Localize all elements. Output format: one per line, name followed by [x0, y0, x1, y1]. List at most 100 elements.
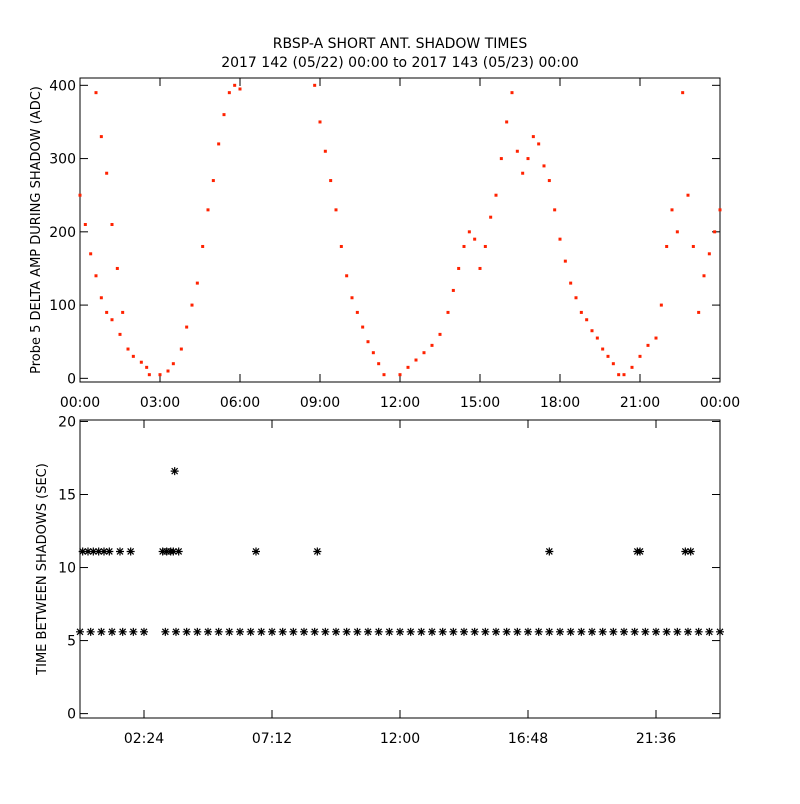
point — [705, 627, 714, 636]
point — [702, 274, 706, 278]
point — [521, 171, 525, 175]
point — [222, 113, 226, 117]
point — [342, 627, 351, 636]
x-tick-label: 07:12 — [252, 731, 292, 747]
point — [563, 259, 567, 263]
point — [126, 347, 130, 351]
point — [206, 208, 210, 212]
point — [662, 627, 671, 636]
point — [350, 296, 354, 300]
point — [684, 627, 692, 636]
point — [446, 310, 450, 314]
point — [492, 627, 500, 636]
point — [131, 354, 135, 358]
point — [534, 627, 543, 636]
point — [86, 627, 95, 636]
point — [526, 157, 530, 161]
point — [588, 627, 596, 636]
chart-subtitle: 2017 142 (05/22) 00:00 to 2017 143 (05/2… — [221, 55, 579, 71]
point — [118, 627, 127, 636]
point — [334, 208, 338, 212]
point — [140, 627, 148, 636]
point — [630, 365, 634, 369]
point — [371, 351, 375, 355]
point — [515, 149, 519, 153]
point — [257, 627, 266, 636]
point — [278, 627, 287, 636]
point — [697, 310, 701, 314]
point — [460, 627, 468, 636]
point — [105, 547, 114, 556]
point — [406, 365, 410, 369]
point — [430, 343, 434, 347]
point — [537, 142, 541, 146]
point — [310, 627, 319, 636]
point — [499, 157, 503, 161]
point — [179, 347, 183, 351]
point — [686, 547, 695, 556]
point — [236, 627, 244, 636]
point — [473, 237, 477, 241]
point — [670, 208, 674, 212]
point — [313, 547, 322, 556]
point — [462, 244, 466, 248]
point — [227, 91, 231, 95]
point — [172, 627, 180, 636]
point — [233, 83, 237, 87]
point — [89, 252, 93, 256]
point — [577, 627, 586, 636]
point — [707, 252, 711, 256]
point — [97, 627, 106, 636]
x-tick-label: 06:00 — [220, 395, 260, 411]
y-tick-label: 400 — [49, 78, 76, 94]
point — [617, 373, 621, 377]
point — [204, 627, 212, 636]
point — [601, 347, 605, 351]
y-axis-label: Probe 5 DELTA AMP DURING SHADOW (ADC) — [29, 86, 44, 374]
point — [556, 627, 564, 636]
x-tick-label: 00:00 — [60, 395, 100, 411]
point — [182, 627, 191, 636]
point — [470, 627, 479, 636]
point — [195, 281, 199, 285]
point — [438, 332, 442, 336]
point — [718, 208, 722, 212]
point — [531, 135, 535, 139]
point — [598, 627, 607, 636]
point — [366, 340, 370, 344]
point — [126, 547, 135, 556]
point — [553, 208, 557, 212]
point — [225, 627, 234, 636]
point — [659, 303, 663, 307]
chart-title: RBSP-A SHORT ANT. SHADOW TIMES — [273, 36, 528, 52]
x-tick-label: 18:00 — [540, 395, 580, 411]
y-tick-label: 300 — [49, 152, 76, 168]
point — [505, 120, 509, 124]
point — [646, 343, 650, 347]
x-tick-label: 03:00 — [140, 395, 180, 411]
y-tick-label: 5 — [67, 634, 76, 650]
point — [158, 373, 162, 377]
point — [76, 627, 84, 636]
point — [713, 230, 717, 234]
point — [636, 547, 644, 556]
point — [675, 230, 679, 234]
point — [89, 547, 98, 556]
x-tick-label: 09:00 — [300, 395, 340, 411]
y-tick-label: 0 — [67, 371, 76, 387]
point — [396, 627, 404, 636]
point — [252, 547, 260, 556]
x-tick-label: 16:48 — [508, 731, 548, 747]
point — [84, 547, 92, 556]
y-axis-label: TIME BETWEEN SHADOWS (SEC) — [35, 463, 50, 676]
point — [566, 627, 575, 636]
point — [99, 296, 103, 300]
point — [121, 310, 125, 314]
point — [510, 91, 514, 95]
point — [246, 627, 255, 636]
point — [94, 274, 98, 278]
point — [94, 547, 103, 556]
y-tick-label: 0 — [67, 707, 76, 723]
point — [105, 310, 109, 314]
